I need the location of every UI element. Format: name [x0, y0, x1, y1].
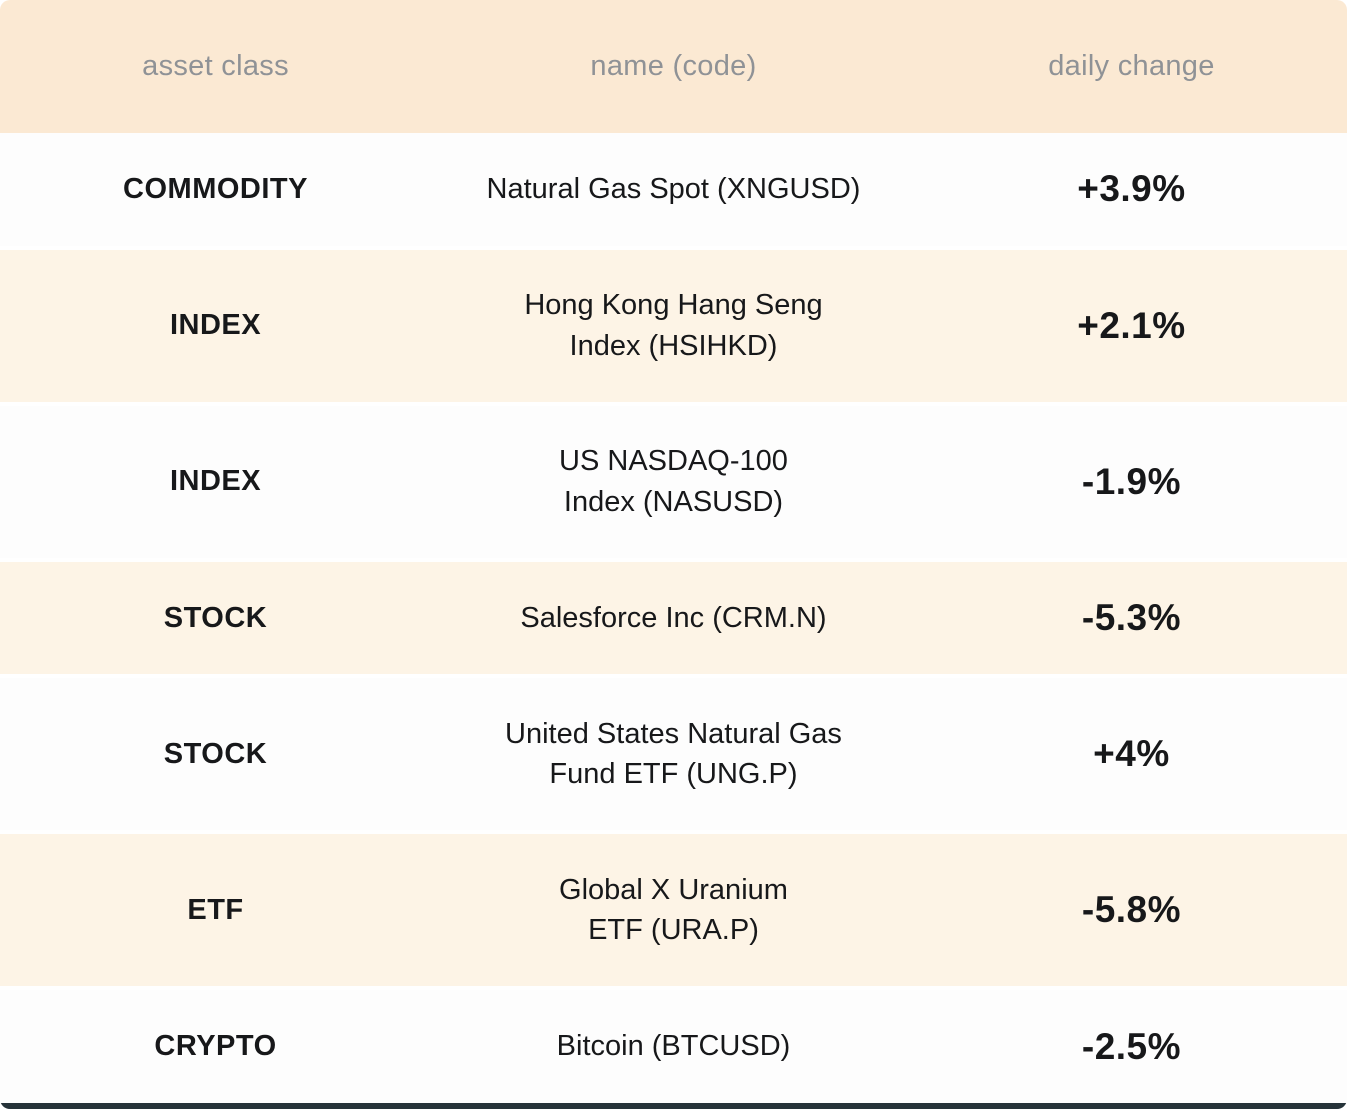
asset-class-cell: INDEX [169, 465, 262, 498]
column-header-daily-change: daily change [1048, 50, 1215, 82]
table-body: COMMODITY Natural Gas Spot (XNGUSD) +3.9… [0, 133, 1347, 1103]
table-row: COMMODITY Natural Gas Spot (XNGUSD) +3.9… [0, 133, 1347, 246]
name-cell: US NASDAQ-100 Index (NASUSD) [559, 445, 788, 518]
name-cell: Global X Uranium ETF (URA.P) [559, 873, 788, 947]
change-cell: -5.8% [1081, 889, 1182, 931]
bottom-edge-divider [0, 1103, 1347, 1109]
asset-class-cell: CRYPTO [154, 1030, 277, 1063]
table-row: CRYPTO Bitcoin (BTCUSD) -2.5% [0, 986, 1347, 1103]
name-cell: Hong Kong Hang Seng Index (HSIHKD) [524, 289, 823, 362]
name-cell: Natural Gas Spot (XNGUSD) [486, 173, 861, 206]
table-row: ETF Global X Uranium ETF (URA.P) -5.8% [0, 830, 1347, 987]
column-header-name-code: name (code) [590, 50, 757, 82]
column-header-asset-class: asset class [142, 50, 289, 82]
table-row: INDEX US NASDAQ-100 Index (NASUSD) -1.9% [0, 401, 1347, 558]
name-cell: Salesforce Inc (CRM.N) [520, 601, 827, 634]
asset-class-cell: INDEX [169, 309, 262, 342]
name-cell: Bitcoin (BTCUSD) [556, 1030, 791, 1063]
change-cell: -1.9% [1081, 460, 1182, 502]
change-cell: +2.1% [1077, 304, 1186, 346]
asset-class-cell: STOCK [163, 601, 268, 634]
table-row: STOCK United States Natural Gas Fund ETF… [0, 674, 1347, 831]
change-cell: +4% [1093, 733, 1170, 775]
name-cell: United States Natural Gas Fund ETF (UNG.… [505, 717, 842, 791]
table-row: INDEX Hong Kong Hang Seng Index (HSIHKD)… [0, 245, 1347, 402]
table-header-row: asset class name (code) daily change [0, 0, 1347, 133]
asset-class-cell: ETF [187, 893, 244, 926]
table-row: STOCK Salesforce Inc (CRM.N) -5.3% [0, 557, 1347, 675]
change-cell: +3.9% [1077, 168, 1186, 210]
asset-class-cell: COMMODITY [123, 172, 308, 205]
asset-class-cell: STOCK [163, 737, 268, 770]
change-cell: -2.5% [1081, 1025, 1182, 1067]
change-cell: -5.3% [1081, 597, 1182, 638]
